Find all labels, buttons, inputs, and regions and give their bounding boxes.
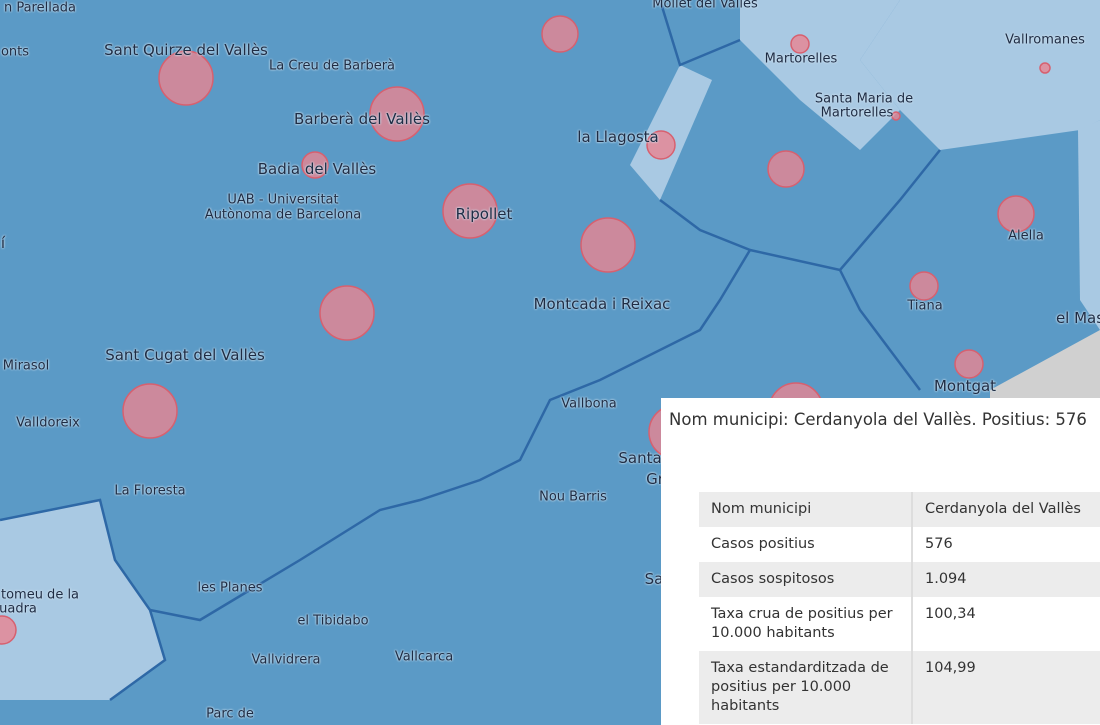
place-label: UAB - Universitat bbox=[227, 192, 339, 208]
symbol bbox=[767, 150, 805, 188]
field-value: 1.094 bbox=[925, 571, 967, 587]
place-label: Sa bbox=[644, 570, 664, 588]
region-light bbox=[0, 500, 165, 700]
place-label: í bbox=[0, 234, 6, 252]
place-label: Vallbona bbox=[561, 396, 617, 412]
table-row: Casos positius 576 bbox=[699, 527, 1100, 562]
popup-title: Nom municipi: Cerdanyola del Vallès. Pos… bbox=[669, 410, 1087, 429]
place-label: Parc de bbox=[206, 706, 254, 722]
border bbox=[838, 269, 921, 391]
place-label: Montcada i Reixac bbox=[533, 295, 671, 313]
place-label: Valldoreix bbox=[16, 415, 80, 431]
place-label: Sant Cugat del Vallès bbox=[105, 346, 265, 364]
place-label: Martorelles bbox=[764, 51, 838, 67]
border bbox=[0, 498, 167, 702]
place-label: Santa bbox=[618, 449, 662, 467]
place-label: el Tibidabo bbox=[297, 613, 369, 629]
place-label: Ripollet bbox=[455, 205, 513, 223]
place-label: Vallcarca bbox=[394, 649, 454, 665]
field-value: 104,99 bbox=[925, 660, 976, 676]
place-label: La Floresta bbox=[114, 483, 186, 499]
place-label: uadra bbox=[0, 601, 37, 617]
symbol bbox=[997, 195, 1035, 233]
table-row: Taxa estandarditzada de positius per 10.… bbox=[699, 651, 1100, 724]
symbol bbox=[319, 285, 375, 341]
place-label: Alella bbox=[1008, 228, 1044, 244]
place-label: les Planes bbox=[197, 580, 263, 596]
symbol bbox=[442, 183, 498, 239]
field-name: Casos sospitosos bbox=[699, 562, 913, 597]
borders bbox=[0, 0, 941, 702]
place-label: Montgat bbox=[933, 377, 997, 395]
sea bbox=[990, 330, 1100, 400]
symbol bbox=[646, 130, 676, 160]
region-light bbox=[1078, 120, 1100, 330]
symbol bbox=[1039, 62, 1051, 74]
place-label: Tiana bbox=[907, 298, 943, 314]
place-label: Sant Quirze del Vallès bbox=[104, 41, 268, 59]
symbol bbox=[580, 217, 636, 273]
popup-table: Nom municipi Cerdanyola del Vallès Casos p… bbox=[699, 492, 1100, 724]
place-label: onts bbox=[0, 44, 30, 60]
field-value: 576 bbox=[925, 536, 953, 552]
region-light bbox=[740, 0, 900, 150]
symbol bbox=[541, 15, 579, 53]
place-label: el Mas bbox=[1055, 309, 1100, 327]
field-value: Cerdanyola del Vallès bbox=[925, 501, 1081, 517]
place-label: Badia del Vallès bbox=[257, 160, 377, 178]
place-label: Martorelles bbox=[820, 105, 894, 121]
region-light bbox=[630, 65, 712, 200]
symbol bbox=[369, 86, 425, 142]
place-label: Nou Barris bbox=[539, 489, 607, 505]
place-label: Vallvidrera bbox=[251, 652, 321, 668]
field-name: Casos positius bbox=[699, 527, 913, 562]
place-label: Barberà del Vallès bbox=[294, 110, 430, 128]
field-name: Taxa crua de positius per 10.000 habitan… bbox=[699, 597, 913, 651]
place-label: Mirasol bbox=[2, 358, 50, 374]
table-row: Taxa crua de positius per 10.000 habitan… bbox=[699, 597, 1100, 651]
place-label: tomeu de la bbox=[0, 587, 80, 603]
symbol bbox=[0, 615, 17, 645]
field-name: Taxa estandarditzada de positius per 10.… bbox=[699, 651, 913, 724]
symbol bbox=[954, 349, 984, 379]
place-label: La Creu de Barberà bbox=[268, 58, 396, 74]
place-label: la Llagosta bbox=[577, 128, 659, 146]
table-row: Nom municipi Cerdanyola del Vallès bbox=[699, 492, 1100, 527]
border bbox=[749, 149, 941, 272]
table-row: Casos sospitosos 1.094 bbox=[699, 562, 1100, 597]
place-label: Santa Maria de bbox=[814, 91, 914, 107]
field-value: 100,34 bbox=[925, 606, 976, 622]
symbol bbox=[122, 383, 178, 439]
popup: Nom municipi: Cerdanyola del Vallès. Pos… bbox=[661, 398, 1100, 725]
border bbox=[149, 199, 752, 622]
symbol bbox=[909, 271, 939, 301]
symbols bbox=[0, 15, 1051, 645]
place-label: Gr bbox=[646, 470, 664, 488]
place-label: Mollet del Vallès bbox=[652, 0, 758, 12]
symbol bbox=[891, 111, 901, 121]
symbol bbox=[790, 34, 810, 54]
place-label: n Parellada bbox=[3, 0, 77, 16]
border bbox=[658, 0, 741, 67]
region-light bbox=[860, 0, 1100, 150]
place-label: Vallromanes bbox=[1005, 32, 1085, 48]
field-name: Nom municipi bbox=[699, 492, 913, 527]
symbol bbox=[301, 151, 329, 179]
place-label: Autònoma de Barcelona bbox=[204, 207, 362, 223]
symbol bbox=[158, 50, 214, 106]
